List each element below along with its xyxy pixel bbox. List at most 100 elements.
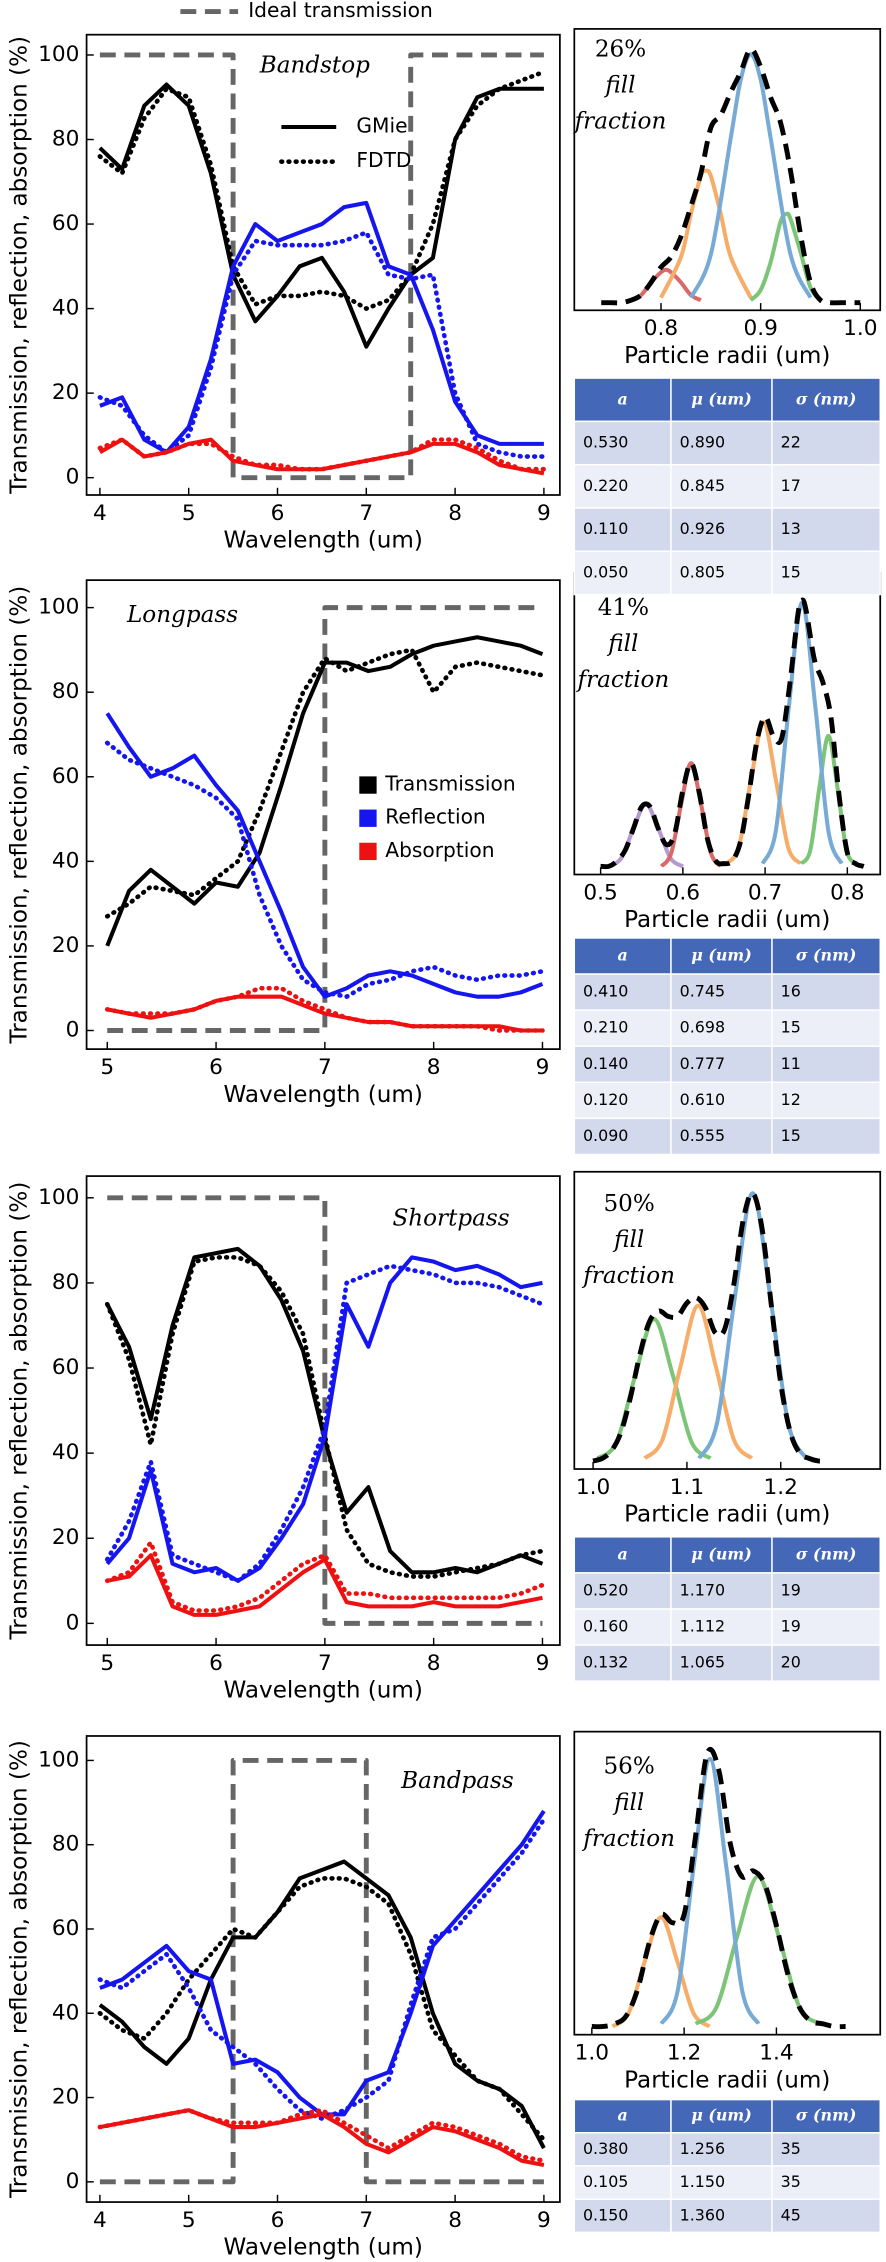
data-line	[659, 1756, 761, 2025]
x-tick-label: 8	[427, 1651, 441, 1676]
x-axis-label: Wavelength (um)	[224, 528, 423, 554]
table-text: 19	[781, 1617, 801, 1636]
table-cell	[573, 1608, 672, 1646]
data-line	[104, 740, 545, 999]
table-cell	[771, 2165, 881, 2200]
x-tick-label: 1.0	[843, 316, 877, 341]
data-line	[596, 1317, 712, 1461]
data-line	[104, 647, 545, 919]
table-text: 1.150	[680, 2172, 725, 2191]
y-tick-label: 40	[52, 296, 80, 321]
legend-label: Ideal transmission	[248, 0, 433, 22]
table-text: 0.926	[680, 519, 725, 538]
table-header-text: σ (nm)	[796, 946, 857, 965]
table-cell	[670, 507, 773, 552]
data-line	[689, 52, 813, 299]
table-text: 19	[781, 1580, 801, 1599]
table-cell	[573, 973, 672, 1011]
data-line	[697, 1191, 808, 1460]
y-tick-label: 60	[52, 1916, 80, 1941]
data-line	[105, 1255, 543, 1583]
table-cell	[771, 1045, 881, 1084]
x-tick-label: 4	[93, 2208, 107, 2233]
x-axis-label: Particle radii (um)	[624, 2067, 830, 2093]
y-tick-label: 0	[66, 465, 80, 490]
y-tick-label: 100	[38, 1747, 79, 1772]
legend-swatch	[359, 842, 377, 861]
table-header-text: μ (um)	[691, 2106, 751, 2125]
table-text: 15	[781, 1018, 801, 1037]
x-tick-label: 7	[318, 1651, 332, 1676]
table-header-cell	[573, 377, 672, 423]
data-line	[592, 1190, 828, 1464]
table-text: 0.610	[680, 1090, 725, 1109]
legend-label: Transmission	[384, 772, 515, 796]
y-tick-label: 100	[38, 595, 79, 620]
data-line	[107, 605, 543, 1033]
panel-title: Longpass	[126, 602, 238, 628]
table-text: 0.110	[583, 519, 628, 538]
data-line	[97, 1817, 547, 2121]
annotation: fill	[606, 631, 638, 657]
data-line	[97, 230, 547, 459]
x-axis-label: Particle radii (um)	[624, 907, 830, 933]
x-tick-label: 6	[271, 501, 285, 526]
y-tick-label: 0	[66, 1018, 80, 1043]
x-axis-label: Particle radii (um)	[624, 1502, 830, 1528]
y-axis-label: Transmission, reflection, absorption (%)	[7, 1740, 33, 2199]
table-header-text: μ (um)	[691, 946, 751, 965]
plot	[104, 1195, 545, 1626]
data-line	[99, 2108, 545, 2167]
x-tick-label: 1.2	[764, 1475, 798, 1500]
data-line	[104, 1255, 545, 1579]
table-text: 0.698	[680, 1018, 725, 1037]
x-tick-label: 1.4	[759, 2040, 793, 2065]
table-text: 0.520	[583, 1580, 628, 1599]
data-line	[105, 712, 544, 999]
table-header-cell	[670, 937, 773, 975]
data-line	[107, 1195, 543, 1626]
table-text: 0.132	[583, 1653, 628, 1672]
y-tick-label: 60	[52, 211, 80, 236]
table-header-text: σ (nm)	[796, 389, 857, 408]
table-text: 45	[781, 2205, 801, 2224]
plot	[104, 605, 545, 1033]
table-text: 0.160	[583, 1617, 628, 1636]
data-line	[591, 1746, 846, 2030]
data-line	[601, 46, 861, 306]
y-axis-label: Transmission, reflection, absorption (%)	[7, 1182, 33, 1641]
plot	[600, 597, 865, 870]
legend-label: Absorption	[385, 838, 494, 862]
x-tick-label: 0.6	[666, 880, 700, 905]
table-header-text: σ (nm)	[796, 1544, 857, 1563]
y-tick-label: 0	[66, 1610, 80, 1635]
x-tick-label: 9	[537, 2208, 551, 2233]
x-axis-label: Wavelength (um)	[224, 1082, 423, 1108]
x-tick-label: 9	[536, 1651, 550, 1676]
x-tick-label: 7	[318, 1055, 332, 1080]
table-text: 1.065	[680, 1653, 725, 1672]
table-header-cell	[670, 2098, 773, 2134]
x-tick-label: 8	[448, 2208, 462, 2233]
table-header-cell	[573, 1536, 672, 1574]
x-tick-label: 9	[537, 501, 551, 526]
x-tick-label: 5	[100, 1651, 114, 1676]
plot	[601, 46, 861, 306]
table-cell	[670, 2198, 773, 2234]
y-tick-label: 40	[52, 1440, 80, 1465]
table-cell	[670, 550, 773, 596]
data-line	[97, 69, 547, 311]
table-text: 0.890	[680, 433, 725, 452]
x-tick-label: 5	[100, 1055, 114, 1080]
table-text: 0.805	[680, 562, 725, 581]
x-tick-label: 8	[448, 501, 462, 526]
table-text: 0.220	[583, 476, 628, 495]
x-tick-label: 1.0	[575, 2040, 609, 2065]
data-line	[99, 1757, 544, 2185]
table-cell	[670, 463, 773, 509]
table-text: 0.745	[680, 982, 725, 1001]
table-cell	[771, 1081, 881, 1120]
y-tick-label: 60	[52, 1355, 80, 1380]
table-text: 0.105	[583, 2172, 628, 2191]
